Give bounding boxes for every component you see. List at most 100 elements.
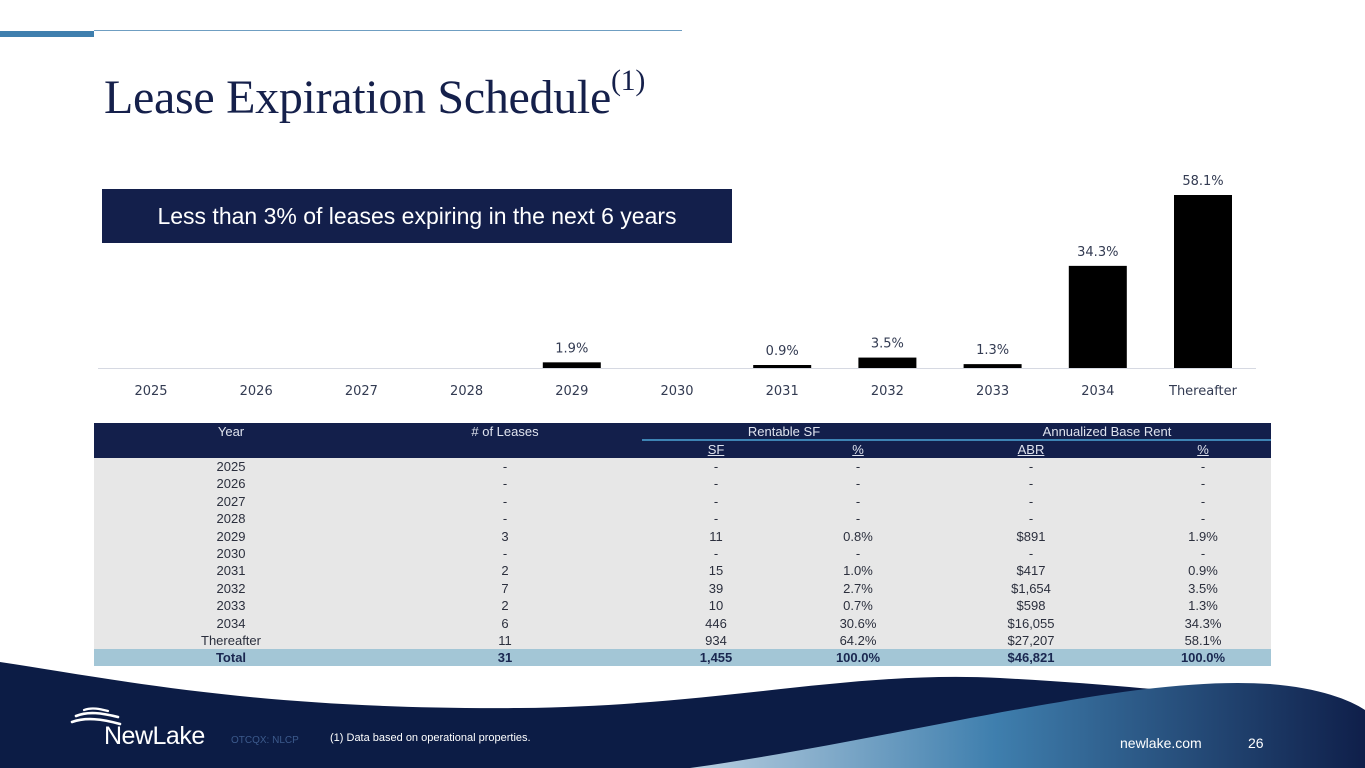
header-leases: # of Leases [471,424,539,439]
lease-expiration-table: Year # of Leases Rentable SF Annualized … [94,423,1271,667]
total-leases: 31 [497,650,513,666]
cell-sf: 934 [705,632,727,648]
cell-abr: $1,654 [1011,580,1051,596]
cell-abr-pct: 0.9% [1188,563,1218,579]
bar-2031 [753,365,812,368]
cell-year: 2031 [216,563,246,579]
header-rule [94,30,682,31]
cell-leases: - [502,545,508,561]
cell-abr-pct: - [1200,511,1206,527]
cell-abr: - [1028,459,1034,474]
table-row: 2026 - - - - - [94,475,1271,492]
cell-sf-pct: - [855,493,861,509]
newlake-logo: NewLake [104,722,205,750]
cell-abr: - [1028,545,1034,561]
cell-year: 2029 [216,528,246,544]
cell-abr-pct: - [1200,493,1206,509]
table-row: 2033 2 10 0.7% $598 1.3% [94,597,1271,614]
ticker-symbol: OTCQX: NLCP [231,735,299,746]
x-tick-label: 2031 [766,384,799,399]
callout-banner: Less than 3% of leases expiring in the n… [102,189,732,243]
bar-group [542,195,1232,368]
data-label-group: 1.9% 0.9% 3.5% 1.3% 34.3% 58.1% [555,174,1223,359]
cell-year: 2025 [216,459,246,474]
cell-sf: 10 [708,598,724,614]
footnote: (1) Data based on operational properties… [330,732,531,744]
total-sf-pct: 100.0% [835,650,881,666]
table-total-row: Total 31 1,455 100.0% $46,821 100.0% [94,649,1271,667]
header-year: Year [217,424,245,439]
data-label: 1.3% [976,343,1009,358]
data-label: 3.5% [871,337,904,352]
cell-abr-pct: - [1200,459,1206,474]
header-group-divider [642,439,1271,441]
x-tick-label: 2029 [555,384,588,399]
bar-2029 [542,362,601,368]
cell-year: 2032 [216,580,246,596]
x-tick-label: 2034 [1081,384,1114,399]
cell-sf: 11 [709,528,723,544]
x-tick-group: 2025 2026 2027 2028 2029 2030 2031 2032 2033 2034… [134,384,1237,399]
x-tick-label: 2026 [240,384,273,399]
footer-wave-light [690,682,1365,768]
cell-sf: - [713,493,719,509]
cell-sf-pct: 1.0% [843,563,873,579]
cell-year: 2027 [216,493,246,509]
bar-2033 [963,364,1022,368]
cell-sf: - [713,511,719,527]
total-abr: $46,821 [1007,650,1055,666]
x-tick-label: 2032 [871,384,904,399]
cell-leases: - [502,476,508,492]
cell-year: 2028 [216,511,246,527]
page-title: Lease Expiration Schedule(1) [104,66,645,125]
x-tick-label: 2028 [450,384,483,399]
table-header: Year # of Leases Rentable SF Annualized … [94,423,1271,458]
cell-abr-pct: 1.9% [1188,528,1218,544]
total-abr-pct: 100.0% [1180,650,1226,666]
cell-abr-pct: 58.1% [1184,632,1222,648]
lease-expiration-chart: 1.9% 0.9% 3.5% 1.3%34.3%58.1% 2025 2026 2027 2… [98,174,1256,399]
cell-abr: $598 [1016,598,1046,614]
x-tick-label: 2033 [976,384,1009,399]
cell-year: 2033 [216,598,246,614]
title-footnote-marker: (1) [610,64,646,97]
table-row: 2025 - - - - - [94,458,1271,475]
cell-sf-pct: - [855,476,861,492]
cell-leases: 7 [501,580,509,596]
table-row: 2029 3 11 0.8% $891 1.9% [94,528,1271,545]
cell-leases: - [502,493,508,509]
cell-sf-pct: - [855,459,861,474]
header-abr-pct: % [1197,442,1209,457]
x-tick-label: 2027 [345,384,378,399]
page-title-text: Lease Expiration Schedule [104,71,611,124]
website-link[interactable]: newlake.com [1120,735,1202,751]
table-row: 2031 2 15 1.0% $417 0.9% [94,562,1271,579]
cell-abr-pct: 1.3% [1188,598,1218,614]
cell-leases: 2 [501,563,509,579]
data-label: 58.1% [1182,174,1223,189]
cell-abr-pct: 3.5% [1188,580,1218,596]
cell-year: 2026 [216,476,246,492]
table-row: 2032 7 39 2.7% $1,654 3.5% [94,580,1271,597]
header-sf: SF [707,442,725,457]
table-row: 2030 - - - - - [94,545,1271,562]
header-abr: ABR [1017,442,1045,457]
cell-sf: - [713,459,719,474]
cell-sf: 446 [705,615,727,631]
cell-sf-pct: 0.7% [843,598,873,614]
header-annualized-base-rent: Annualized Base Rent [1042,424,1172,439]
cell-leases: - [502,511,508,527]
data-label: 1.9% [555,341,588,356]
table-row: 2028 - - - - - [94,510,1271,527]
cell-abr: - [1028,511,1034,527]
cell-sf-pct: 64.2% [839,632,877,648]
table-body: 2025- - - - -2026- - - - -2027- - - - -2028- - - - -2029… [94,458,1271,650]
cell-abr: $27,207 [1007,632,1055,648]
cell-sf: - [713,476,719,492]
cell-sf-pct: 2.7% [843,580,873,596]
cell-abr-pct: - [1200,545,1206,561]
header-accent-bar [0,31,94,37]
bar-2032 [858,357,917,368]
cell-abr: $417 [1016,563,1046,579]
cell-leases: 11 [498,632,512,648]
